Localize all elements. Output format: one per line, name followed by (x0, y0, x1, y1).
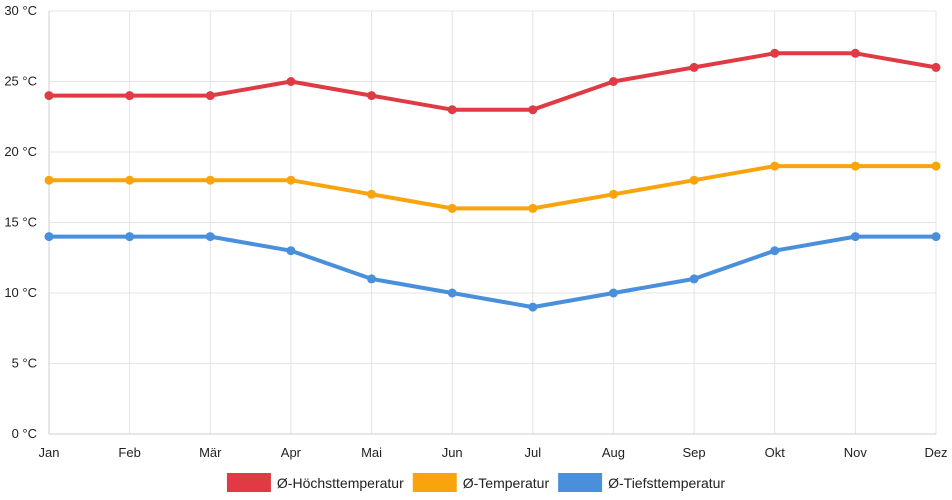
legend-item[interactable]: Ø-Höchsttemperatur (226, 473, 404, 492)
data-point[interactable] (205, 232, 215, 242)
x-tick-label: Sep (683, 445, 706, 460)
series-line (47, 234, 938, 310)
data-point[interactable] (44, 232, 54, 242)
x-tick-label: Mai (361, 445, 382, 460)
data-point[interactable] (125, 232, 135, 242)
data-point[interactable] (608, 77, 618, 86)
data-point[interactable] (44, 175, 54, 185)
data-point[interactable] (528, 203, 538, 213)
data-point[interactable] (689, 62, 699, 72)
data-point[interactable] (770, 246, 780, 256)
legend-label: Ø-Tiefsttemperatur (608, 475, 725, 491)
legend-item[interactable]: Ø-Temperatur (412, 473, 550, 492)
x-tick-label: Nov (844, 445, 868, 460)
y-tick-label: 15 °C (4, 215, 37, 230)
legend-swatch (558, 473, 603, 492)
legend-swatch (412, 473, 457, 492)
axes: 0 °C 5 °C 10 °C 15 °C 20 °C 25 °C 30 °C Jan Feb M… (4, 3, 947, 460)
y-tick-label: 20 °C (4, 144, 37, 159)
data-point[interactable] (770, 48, 780, 58)
data-point[interactable] (931, 62, 941, 72)
x-tick-label: Mär (199, 445, 222, 460)
data-point[interactable] (447, 203, 457, 213)
series-1 (44, 161, 941, 213)
x-tick-label: Apr (281, 445, 302, 460)
data-point[interactable] (447, 288, 457, 298)
data-point[interactable] (286, 175, 296, 185)
data-point[interactable] (367, 91, 377, 101)
data-point[interactable] (850, 232, 860, 242)
x-tick-label: Feb (118, 445, 140, 460)
data-point[interactable] (205, 91, 215, 101)
data-point[interactable] (125, 91, 135, 101)
x-tick-label: Jan (39, 445, 60, 460)
y-tick-label: 5 °C (12, 356, 37, 371)
data-point[interactable] (850, 48, 860, 58)
series-2 (44, 232, 941, 312)
legend: Ø-Höchsttemperatur Ø-Temperatur Ø-Tiefstte… (226, 473, 725, 492)
y-tick-label: 0 °C (12, 426, 37, 441)
data-point[interactable] (528, 105, 538, 115)
data-point[interactable] (528, 302, 538, 312)
series-0 (44, 48, 941, 115)
grid (48, 10, 937, 435)
legend-label: Ø-Temperatur (463, 475, 550, 491)
data-point[interactable] (689, 274, 699, 284)
data-point[interactable] (770, 161, 780, 171)
series (44, 48, 941, 312)
series-line (47, 164, 938, 211)
data-point[interactable] (367, 274, 377, 284)
y-tick-label: 30 °C (4, 3, 37, 18)
y-tick-label: 10 °C (4, 285, 37, 300)
x-tick-label: Okt (765, 445, 786, 460)
data-point[interactable] (931, 232, 941, 242)
x-tick-label: Dez (924, 445, 947, 460)
data-point[interactable] (931, 161, 941, 171)
data-point[interactable] (608, 288, 618, 298)
x-tick-label: Jun (442, 445, 463, 460)
data-point[interactable] (125, 175, 135, 185)
series-line (47, 51, 938, 112)
data-point[interactable] (286, 77, 296, 86)
data-point[interactable] (205, 175, 215, 185)
y-tick-label: 25 °C (4, 74, 37, 89)
legend-swatch (226, 473, 271, 492)
legend-item[interactable]: Ø-Tiefsttemperatur (558, 473, 725, 492)
data-point[interactable] (44, 91, 54, 101)
data-point[interactable] (447, 105, 457, 115)
data-point[interactable] (286, 246, 296, 256)
data-point[interactable] (367, 189, 377, 199)
legend-label: Ø-Höchsttemperatur (277, 475, 404, 491)
data-point[interactable] (689, 175, 699, 185)
data-point[interactable] (850, 161, 860, 171)
x-tick-label: Jul (525, 445, 542, 460)
x-tick-label: Aug (602, 445, 625, 460)
data-point[interactable] (608, 189, 618, 199)
